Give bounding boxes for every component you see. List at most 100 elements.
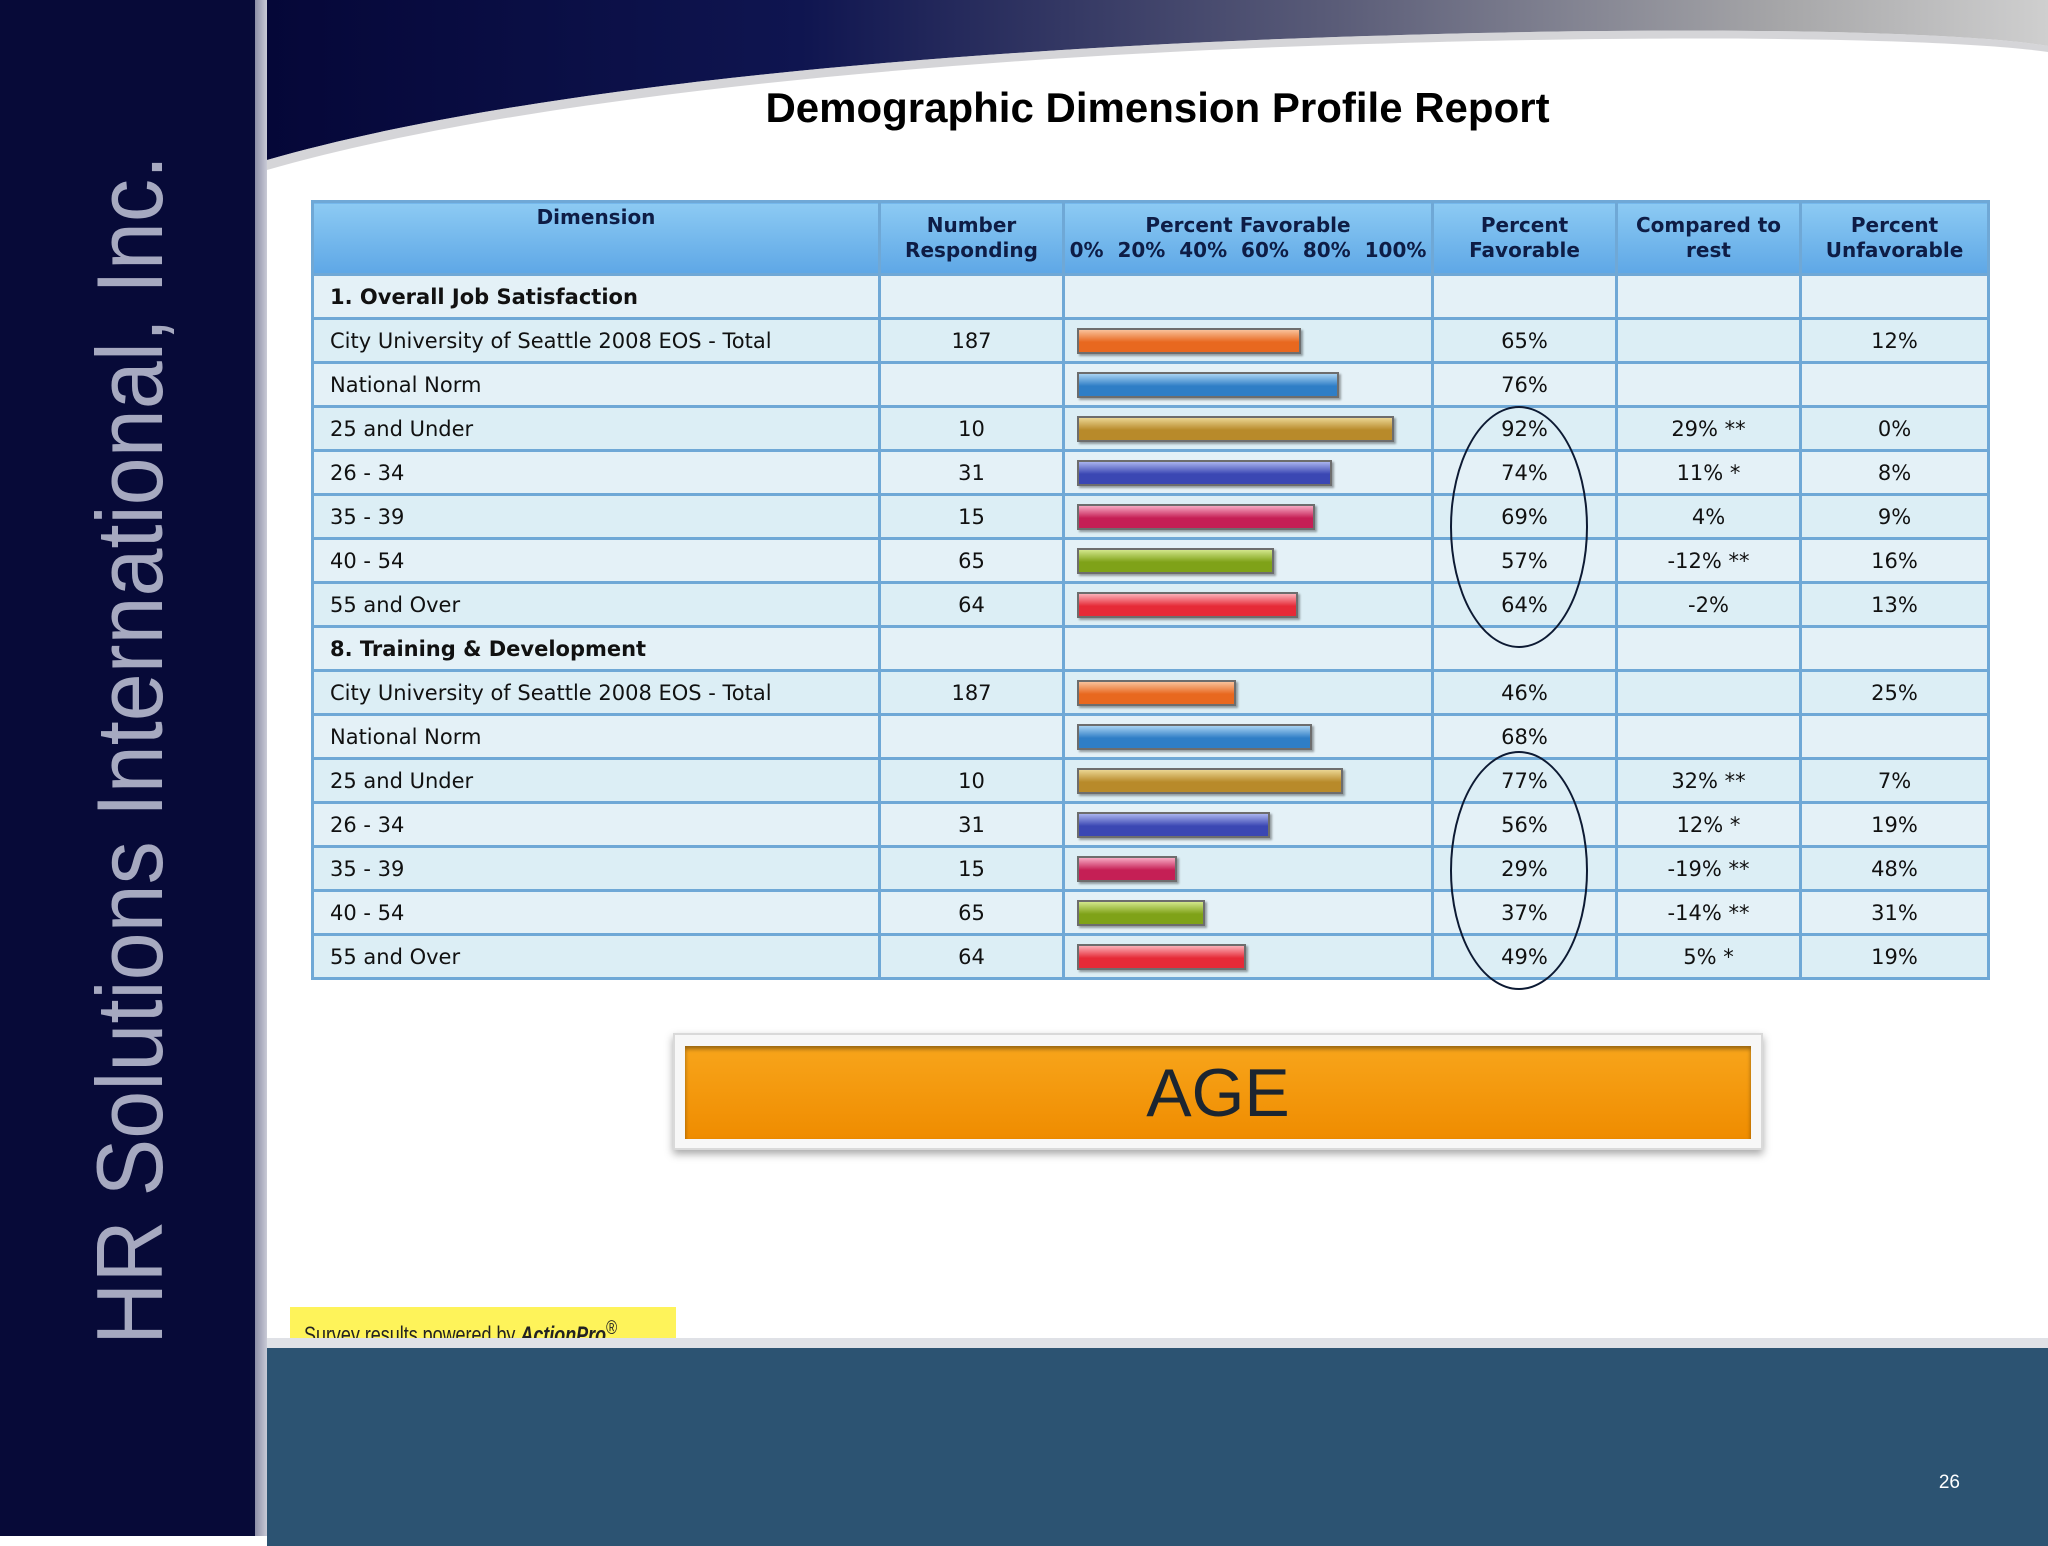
- number-responding-cell: 15: [878, 493, 1065, 540]
- header-unfavorable-line2: Unfavorable: [1825, 238, 1964, 262]
- favorable-bar: [1077, 591, 1298, 618]
- favorable-bar: [1077, 899, 1205, 926]
- section-title: 1. Overall Job Satisfaction: [311, 273, 881, 320]
- section-title: 8. Training & Development: [311, 625, 881, 672]
- percent-favorable-cell: [1431, 273, 1618, 320]
- age-banner: AGE: [673, 1033, 1763, 1150]
- number-responding-cell: [878, 713, 1065, 760]
- percent-unfavorable-cell: 16%: [1799, 537, 1990, 584]
- favorable-bar-cell: [1062, 889, 1434, 936]
- table-row: 35 - 39 15 69% 4% 9%: [311, 493, 1990, 540]
- compared-to-rest-cell: 29% **: [1615, 405, 1802, 452]
- percent-unfavorable-cell: 7%: [1799, 757, 1990, 804]
- percent-unfavorable-cell: 19%: [1799, 933, 1990, 980]
- compared-to-rest-cell: [1615, 669, 1802, 716]
- percent-unfavorable-cell: 13%: [1799, 581, 1990, 628]
- header-favorable-line2: Favorable: [1469, 238, 1580, 262]
- number-responding-cell: 187: [878, 317, 1065, 364]
- compared-to-rest-cell: [1615, 361, 1802, 408]
- favorable-bar-cell: [1062, 757, 1434, 804]
- table-row: 26 - 34 31 56% 12% * 19%: [311, 801, 1990, 848]
- favorable-bar: [1077, 503, 1315, 530]
- dimension-cell: 25 and Under: [311, 757, 881, 804]
- dimension-profile-table: Dimension Number Responding Percent Favor…: [311, 200, 1990, 980]
- favorable-bar: [1077, 459, 1332, 486]
- dimension-cell: 35 - 39: [311, 845, 881, 892]
- number-responding-cell: 10: [878, 405, 1065, 452]
- compared-to-rest-cell: -14% **: [1615, 889, 1802, 936]
- table-header-row: Dimension Number Responding Percent Favor…: [311, 200, 1990, 276]
- percent-favorable-cell: 76%: [1431, 361, 1618, 408]
- percent-favorable-cell: 68%: [1431, 713, 1618, 760]
- compared-to-rest-cell: [1615, 713, 1802, 760]
- compared-to-rest-cell: [1615, 625, 1802, 672]
- dimension-cell: 25 and Under: [311, 405, 881, 452]
- favorable-bar: [1077, 855, 1177, 882]
- header-percent-favorable: Percent Favorable: [1431, 200, 1618, 276]
- table-row: 25 and Under 10 92% 29% ** 0%: [311, 405, 1990, 452]
- number-responding-cell: 64: [878, 933, 1065, 980]
- dimension-cell: National Norm: [311, 713, 881, 760]
- favorable-bar-cell: [1062, 625, 1434, 672]
- dimension-cell: 40 - 54: [311, 537, 881, 584]
- favorable-bar: [1077, 811, 1270, 838]
- header-unfavorable-line1: Percent: [1850, 213, 1939, 237]
- percent-favorable-cell: 65%: [1431, 317, 1618, 364]
- favorable-bar-cell: [1062, 581, 1434, 628]
- number-responding-cell: [878, 273, 1065, 320]
- section-row: 8. Training & Development: [311, 625, 1990, 672]
- compared-to-rest-cell: 4%: [1615, 493, 1802, 540]
- header-percent-unfavorable: Percent Unfavorable: [1799, 200, 1990, 276]
- number-responding-cell: 65: [878, 537, 1065, 584]
- favorable-bar-cell: [1062, 537, 1434, 584]
- compared-to-rest-cell: [1615, 273, 1802, 320]
- section-row: 1. Overall Job Satisfaction: [311, 273, 1990, 320]
- header-percent-favorable-scale: Percent Favorable 0% 20% 40% 60% 80% 100%: [1062, 200, 1434, 276]
- number-responding-cell: 187: [878, 669, 1065, 716]
- dimension-cell: City University of Seattle 2008 EOS - To…: [311, 669, 881, 716]
- header-bar-scale: 0% 20% 40% 60% 80% 100%: [1069, 238, 1427, 262]
- percent-favorable-cell: 46%: [1431, 669, 1618, 716]
- number-responding-cell: 15: [878, 845, 1065, 892]
- percent-unfavorable-cell: 8%: [1799, 449, 1990, 496]
- table-row: 35 - 39 15 29% -19% ** 48%: [311, 845, 1990, 892]
- percent-unfavorable-cell: [1799, 273, 1990, 320]
- brand-logo: HR Solutions International, Inc.: [77, 155, 182, 1345]
- percent-unfavorable-cell: [1799, 713, 1990, 760]
- header-number-line1: Number: [926, 213, 1017, 237]
- compared-to-rest-cell: 5% *: [1615, 933, 1802, 980]
- header-dimension: Dimension: [311, 200, 881, 276]
- favorable-bar-cell: [1062, 317, 1434, 364]
- table-row: 25 and Under 10 77% 32% ** 7%: [311, 757, 1990, 804]
- compared-to-rest-cell: 32% **: [1615, 757, 1802, 804]
- registered-mark-icon: ®: [606, 1318, 618, 1339]
- favorable-bar: [1077, 327, 1301, 354]
- table-row: 26 - 34 31 74% 11% * 8%: [311, 449, 1990, 496]
- favorable-bar-cell: [1062, 801, 1434, 848]
- number-responding-cell: 31: [878, 801, 1065, 848]
- table-body: 1. Overall Job Satisfaction City Universi…: [311, 273, 1990, 980]
- favorable-bar-cell: [1062, 713, 1434, 760]
- percent-unfavorable-cell: 0%: [1799, 405, 1990, 452]
- dimension-cell: 55 and Over: [311, 581, 881, 628]
- favorable-bar: [1077, 679, 1236, 706]
- compared-to-rest-cell: 12% *: [1615, 801, 1802, 848]
- header-swoosh: [267, 0, 2048, 171]
- favorable-bar-cell: [1062, 405, 1434, 452]
- table-row: 55 and Over 64 64% -2% 13%: [311, 581, 1990, 628]
- favorable-bar-cell: [1062, 361, 1434, 408]
- compared-to-rest-cell: [1615, 317, 1802, 364]
- favorable-bar: [1077, 415, 1394, 442]
- number-responding-cell: 10: [878, 757, 1065, 804]
- header-favorable-line1: Percent: [1480, 213, 1569, 237]
- table-row: 55 and Over 64 49% 5% * 19%: [311, 933, 1990, 980]
- age-banner-fill: AGE: [685, 1046, 1751, 1139]
- dimension-cell: National Norm: [311, 361, 881, 408]
- table-row: City University of Seattle 2008 EOS - To…: [311, 317, 1990, 364]
- table-row: 40 - 54 65 57% -12% ** 16%: [311, 537, 1990, 584]
- percent-unfavorable-cell: 31%: [1799, 889, 1990, 936]
- compared-to-rest-cell: -12% **: [1615, 537, 1802, 584]
- left-brand-rail: HR Solutions International, Inc.: [0, 0, 255, 1536]
- dimension-cell: 40 - 54: [311, 889, 881, 936]
- highlight-ellipse-1: [1450, 406, 1588, 648]
